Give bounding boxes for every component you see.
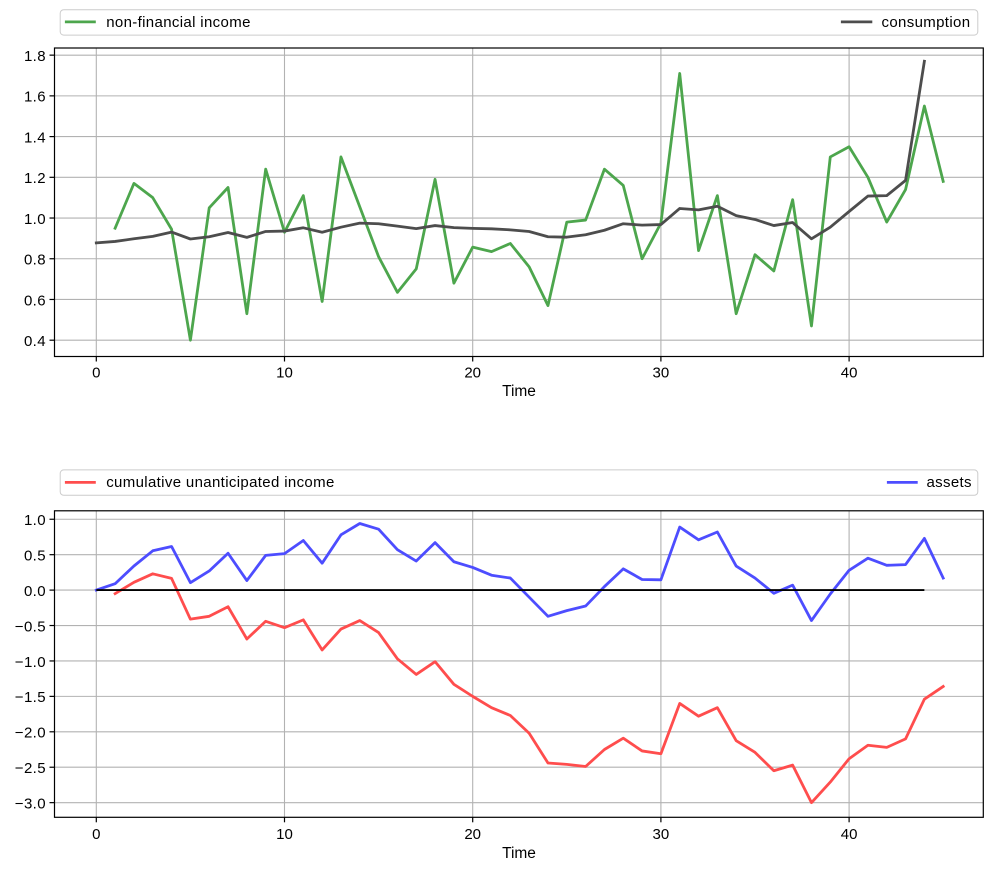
svg-text:0.5: 0.5 xyxy=(24,547,46,564)
svg-text:1.6: 1.6 xyxy=(24,89,46,106)
svg-text:0: 0 xyxy=(92,365,100,382)
svg-text:0.8: 0.8 xyxy=(24,252,46,269)
svg-text:40: 40 xyxy=(841,826,858,843)
svg-text:20: 20 xyxy=(464,826,481,843)
svg-text:−1.5: −1.5 xyxy=(15,689,46,706)
svg-text:30: 30 xyxy=(653,365,670,382)
svg-text:1.2: 1.2 xyxy=(24,170,46,187)
svg-text:assets: assets xyxy=(926,474,971,491)
svg-text:Time: Time xyxy=(502,845,536,862)
svg-text:10: 10 xyxy=(276,365,293,382)
svg-text:non-financial income: non-financial income xyxy=(106,14,251,31)
svg-text:−2.5: −2.5 xyxy=(15,760,46,777)
svg-text:consumption: consumption xyxy=(881,14,970,31)
svg-text:0.0: 0.0 xyxy=(24,583,46,600)
svg-text:−3.0: −3.0 xyxy=(15,795,46,812)
svg-text:30: 30 xyxy=(653,826,670,843)
svg-text:10: 10 xyxy=(276,826,293,843)
svg-text:1.8: 1.8 xyxy=(24,48,46,65)
svg-text:Time: Time xyxy=(502,383,536,400)
svg-text:1.4: 1.4 xyxy=(24,129,46,146)
svg-text:−2.0: −2.0 xyxy=(15,725,46,742)
svg-text:−0.5: −0.5 xyxy=(15,618,46,635)
svg-text:40: 40 xyxy=(841,365,858,382)
svg-text:−1.0: −1.0 xyxy=(15,654,46,671)
svg-text:0.4: 0.4 xyxy=(24,333,46,350)
svg-text:1.0: 1.0 xyxy=(24,211,46,228)
svg-text:1.0: 1.0 xyxy=(24,512,46,529)
svg-text:cumulative unanticipated incom: cumulative unanticipated income xyxy=(106,474,334,491)
svg-text:20: 20 xyxy=(464,365,481,382)
svg-text:0.6: 0.6 xyxy=(24,292,46,309)
svg-text:0: 0 xyxy=(92,826,100,843)
